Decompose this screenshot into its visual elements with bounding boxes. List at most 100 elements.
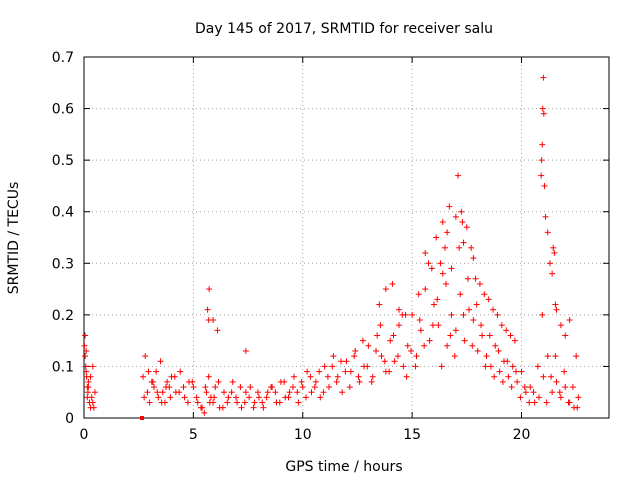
data-point [167,394,174,401]
data-point [342,368,349,375]
data-point [203,389,210,396]
data-point [286,389,293,396]
data-point [198,404,205,411]
data-point [303,394,310,401]
data-point [441,244,448,251]
data-point [426,337,433,344]
data-point [205,373,212,380]
data-point [421,342,428,349]
data-point [404,342,411,349]
data-point [447,332,454,339]
data-point [514,378,521,385]
data-point [544,353,551,360]
data-point [562,384,569,391]
data-point [144,389,151,396]
data-point [91,389,98,396]
data-point [403,373,410,380]
data-point [364,363,371,370]
data-point [530,389,537,396]
data-point [285,394,292,401]
data-point [376,301,383,308]
data-point [272,389,279,396]
data-point [439,219,446,226]
x-tick-label: 5 [189,427,198,443]
data-point [396,322,402,329]
data-point [448,265,455,272]
data-point [334,373,341,380]
data-point [180,384,187,391]
data-point [355,373,362,380]
data-point [505,373,512,380]
data-point [522,389,529,396]
data-point [142,353,149,360]
data-point [485,296,492,303]
y-tick-label: 0.2 [52,308,74,324]
data-point [394,353,401,360]
data-point [320,389,327,396]
data-point [490,306,497,313]
data-point [234,399,241,406]
data-point [562,332,569,339]
data-point [531,399,538,406]
data-point [513,368,520,375]
x-axis-label: GPS time / hours [285,459,402,475]
data-point [412,363,419,370]
data-point [268,384,275,391]
data-point [507,332,514,339]
data-point [90,404,97,411]
data-point [434,296,441,303]
data-point [307,373,314,380]
data-point [146,399,153,406]
data-point [456,244,463,251]
data-point [311,384,318,391]
data-point [402,311,409,318]
data-point [444,229,451,236]
data-point [437,260,444,267]
data-point [333,378,340,385]
data-point [308,389,315,396]
data-point [494,311,501,318]
data-point [495,347,502,354]
data-point [369,373,376,380]
data-point [455,172,462,179]
data-point [539,311,546,318]
data-point [527,384,534,391]
data-point [478,322,485,329]
data-point [211,394,218,401]
data-point [154,389,161,396]
data-point [479,332,486,339]
data-point [299,384,306,391]
data-point [534,363,541,370]
data-point [84,389,91,396]
data-point [316,368,323,375]
data-point [518,368,525,375]
data-point [509,363,516,370]
y-tick-label: 0.4 [52,205,74,221]
data-point [499,378,506,385]
data-point [538,172,545,179]
data-point [413,353,420,360]
data-point [431,301,437,308]
data-point [557,322,564,329]
data-point [81,342,88,349]
data-point [237,384,244,391]
data-point [481,291,488,298]
data-point [263,394,270,401]
chart-title: Day 145 of 2017, SRMTID for receiver sal… [195,21,493,37]
data-point [242,347,249,354]
data-point [422,249,429,256]
data-point [87,373,94,380]
data-point [326,384,332,391]
data-point [377,322,384,329]
data-point [140,373,147,380]
y-tick-label: 0.3 [52,256,74,272]
data-point [343,358,350,365]
data-point [536,394,542,401]
data-point [390,332,397,339]
data-point [461,337,468,344]
data-point [541,182,548,189]
data-point [82,353,89,360]
data-points [81,74,582,416]
x-tick-label: 15 [403,427,421,443]
data-point [439,270,446,277]
